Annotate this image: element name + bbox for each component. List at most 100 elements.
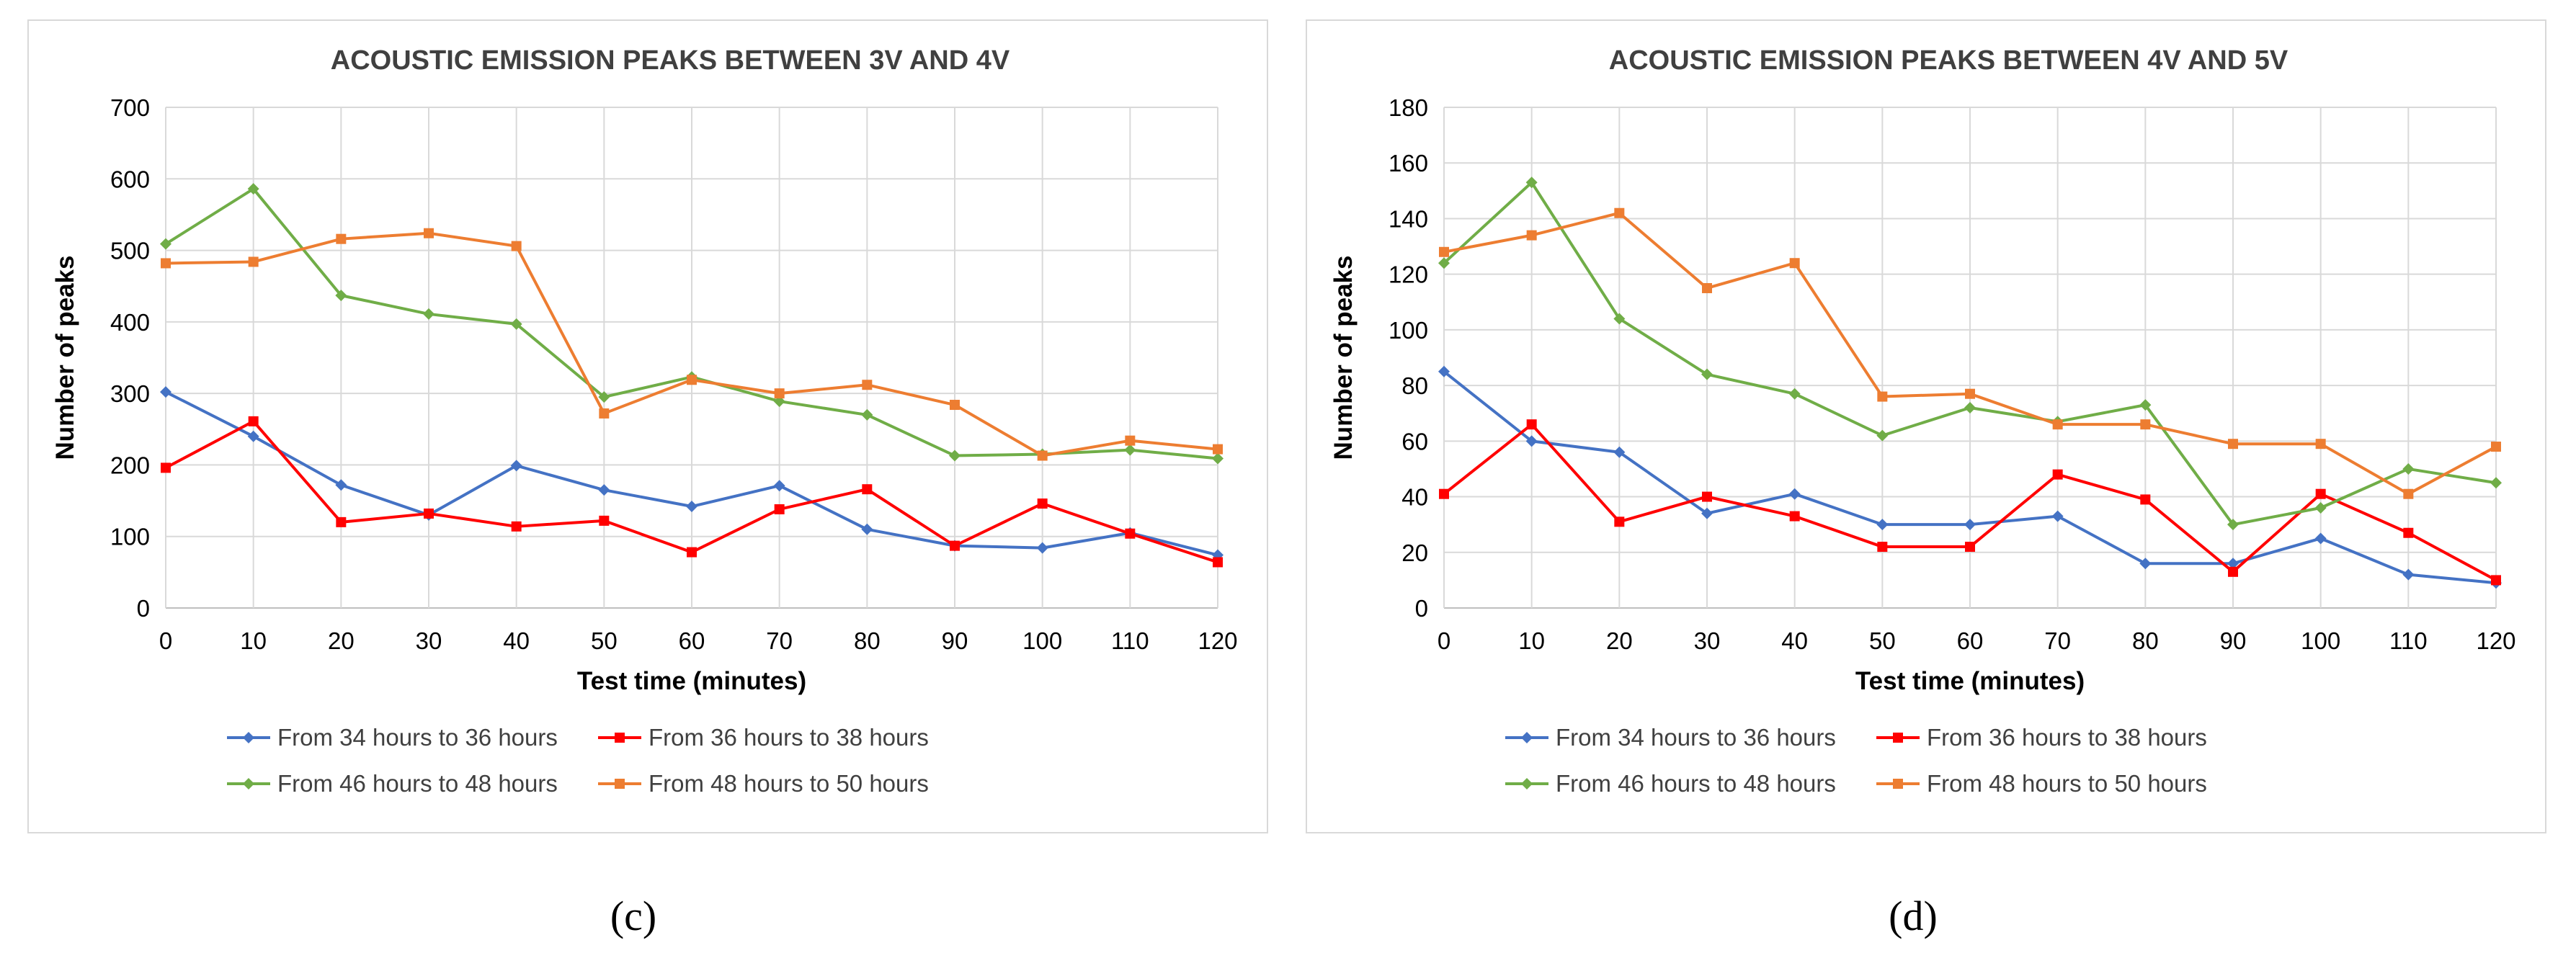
data-point (1037, 498, 1048, 509)
data-point (1789, 511, 1800, 522)
data-point (1877, 542, 1888, 553)
legend-entry-2: From 36 hours to 38 hours (1876, 724, 2207, 751)
data-point (511, 241, 522, 251)
y-tick-label: 60 (1401, 428, 1428, 455)
data-point (862, 380, 873, 390)
legend-marker (243, 778, 254, 790)
y-axis-label: Number of peaks (1329, 256, 1358, 460)
data-point (599, 515, 610, 526)
data-point (2315, 488, 2326, 499)
legend-label: From 48 hours to 50 hours (1927, 770, 2207, 797)
chart-title: ACOUSTIC EMISSION PEAKS BETWEEN 4V AND 5… (1609, 45, 2288, 76)
line-chart-d: ACOUSTIC EMISSION PEAKS BETWEEN 4V AND 5… (1329, 45, 2516, 797)
data-point (949, 450, 961, 462)
data-point (950, 400, 960, 411)
data-point (247, 183, 259, 195)
legend-label: From 36 hours to 38 hours (649, 724, 929, 751)
y-tick-label: 0 (1415, 595, 1428, 622)
y-tick-label: 200 (110, 452, 150, 478)
chart-panel-d: ACOUSTIC EMISSION PEAKS BETWEEN 4V AND 5… (1306, 19, 2546, 833)
data-point (862, 484, 873, 495)
data-point (510, 318, 522, 330)
data-point (1702, 491, 1712, 502)
data-point (1036, 542, 1048, 554)
data-point (1876, 429, 1889, 442)
series-4 (1439, 207, 2501, 499)
data-point (2402, 462, 2415, 475)
data-point (1788, 388, 1801, 400)
data-point (598, 484, 610, 496)
x-tick-label: 120 (1198, 627, 1237, 654)
legend-label: From 46 hours to 48 hours (1556, 770, 1836, 797)
x-tick-label: 60 (1957, 627, 1984, 654)
data-point (774, 504, 785, 514)
legend-entry-2: From 36 hours to 38 hours (598, 724, 929, 751)
legend-label: From 36 hours to 38 hours (1927, 724, 2207, 751)
data-point (1213, 557, 1223, 568)
x-tick-label: 10 (240, 627, 267, 654)
y-axis-label: Number of peaks (51, 256, 79, 460)
chart-title: ACOUSTIC EMISSION PEAKS BETWEEN 3V AND 4… (331, 45, 1010, 76)
data-point (950, 540, 960, 551)
data-point (1212, 452, 1224, 465)
x-tick-label: 110 (2389, 627, 2428, 654)
data-point (2228, 566, 2238, 577)
x-tick-label: 80 (2132, 627, 2159, 654)
y-tick-label: 500 (110, 238, 150, 264)
data-point (774, 388, 785, 399)
x-axis-label: Test time (minutes) (1855, 667, 2085, 695)
x-tick-label: 100 (2301, 627, 2340, 654)
x-tick-label: 90 (942, 627, 968, 654)
y-tick-label: 80 (1401, 372, 1428, 399)
data-point (510, 460, 522, 472)
x-tick-label: 60 (679, 627, 705, 654)
series-2 (1439, 419, 2501, 586)
data-point (2315, 439, 2326, 450)
x-tick-label: 10 (1518, 627, 1545, 654)
data-point (424, 508, 434, 519)
figure-caption-d: (d) (1889, 893, 1938, 939)
y-tick-label: 40 (1401, 484, 1428, 511)
data-point (1614, 207, 1625, 218)
data-point (1438, 257, 1450, 269)
data-point (2227, 558, 2239, 570)
x-tick-label: 30 (416, 627, 442, 654)
data-point (687, 375, 697, 385)
data-point (1702, 282, 1712, 293)
x-tick-label: 110 (1111, 627, 1149, 654)
data-point (1613, 446, 1626, 458)
data-point (335, 479, 347, 491)
x-tick-label: 40 (503, 627, 530, 654)
data-point (1964, 519, 1976, 531)
data-point (861, 408, 873, 421)
data-point (511, 521, 522, 532)
data-point (773, 480, 785, 492)
data-point (336, 233, 347, 244)
x-axis-label: Test time (minutes) (577, 667, 806, 695)
x-tick-label: 50 (591, 627, 618, 654)
data-point (336, 516, 347, 527)
data-point (1125, 528, 1136, 539)
data-point (1525, 176, 1538, 189)
data-point (1525, 435, 1538, 447)
x-tick-label: 90 (2220, 627, 2247, 654)
x-tick-label: 20 (328, 627, 355, 654)
data-point (1876, 519, 1889, 531)
data-point (2139, 399, 2152, 411)
data-point (1124, 444, 1136, 456)
y-tick-label: 160 (1389, 150, 1428, 176)
series-1 (1438, 365, 2502, 589)
chart-panel-c: ACOUSTIC EMISSION PEAKS BETWEEN 3V AND 4… (27, 19, 1268, 833)
data-point (861, 523, 873, 535)
x-tick-label: 70 (2044, 627, 2071, 654)
legend-entry-1: From 34 hours to 36 hours (227, 724, 558, 751)
data-point (1526, 230, 1537, 241)
data-point (335, 290, 347, 302)
data-point (1965, 542, 1975, 553)
legend-marker (615, 779, 625, 789)
y-tick-label: 600 (110, 166, 150, 192)
legend-label: From 34 hours to 36 hours (1556, 724, 1836, 751)
data-point (1877, 391, 1888, 402)
data-point (2052, 469, 2063, 480)
x-tick-label: 50 (1869, 627, 1896, 654)
